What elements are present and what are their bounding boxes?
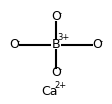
Text: -: -: [17, 37, 20, 46]
Text: O: O: [51, 66, 61, 79]
Text: -: -: [58, 65, 61, 74]
Text: O: O: [51, 10, 61, 23]
Text: B: B: [52, 38, 60, 51]
Text: O: O: [93, 38, 102, 51]
Text: Ca: Ca: [41, 85, 58, 98]
Text: -: -: [100, 37, 103, 46]
Text: 3+: 3+: [58, 33, 70, 42]
Text: O: O: [10, 38, 19, 51]
Text: 2+: 2+: [54, 81, 67, 90]
Text: -: -: [58, 9, 61, 18]
